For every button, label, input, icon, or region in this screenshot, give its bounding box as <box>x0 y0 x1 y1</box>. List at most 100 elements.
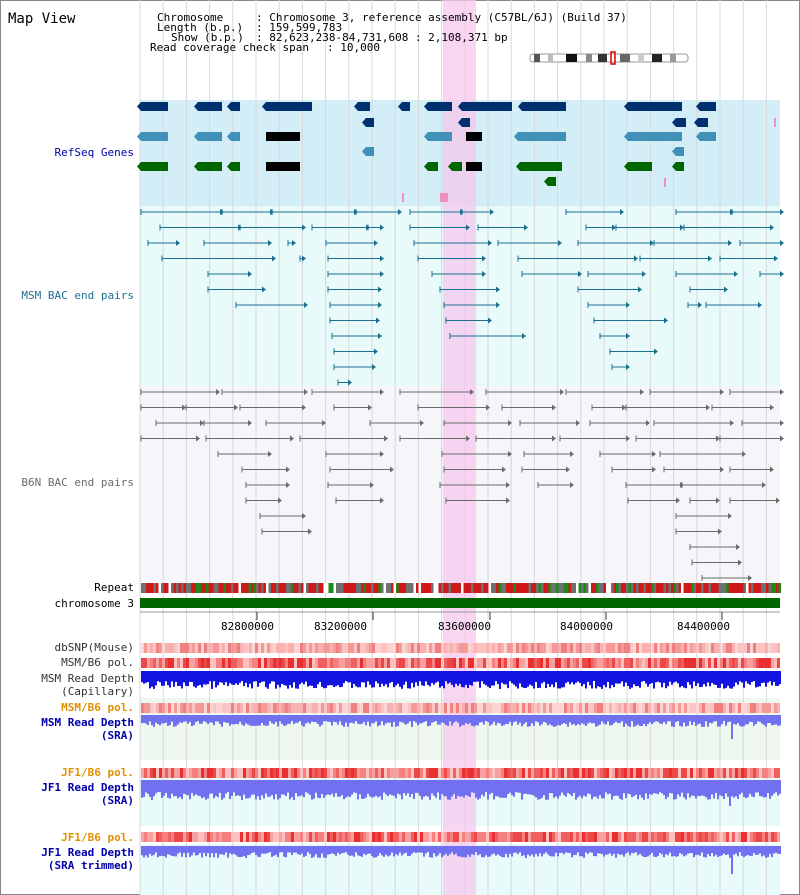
depth-bar <box>639 671 641 688</box>
highlight-region[interactable] <box>443 0 476 895</box>
depth-bar <box>185 846 187 858</box>
repeat-segment <box>173 583 176 593</box>
chromosome-bar[interactable] <box>140 598 780 608</box>
depth-bar <box>569 846 571 853</box>
depth-bar <box>775 671 777 686</box>
refseq-gene-features[interactable] <box>137 102 776 202</box>
depth-bar <box>511 715 513 726</box>
depth-bar <box>761 780 763 797</box>
depth-bar <box>365 671 367 688</box>
repeat-segment <box>361 583 364 593</box>
dbsnp-strip[interactable] <box>141 643 780 653</box>
depth-bar <box>461 780 463 797</box>
depth-bar <box>427 715 429 727</box>
gene-block <box>628 132 682 141</box>
heat-cell <box>429 768 432 778</box>
depth-bar <box>359 780 361 795</box>
heat-cell <box>537 768 540 778</box>
depth-bar <box>157 671 159 682</box>
heat-cell <box>246 832 249 842</box>
depth-bar <box>481 780 483 795</box>
b6n-bac-pairs[interactable] <box>140 389 784 581</box>
depth-bar <box>277 671 279 685</box>
depth-bar <box>401 846 403 856</box>
msm-read-depth-capillary[interactable] <box>141 671 781 689</box>
heat-cell <box>399 832 402 842</box>
gene-block <box>518 132 566 141</box>
jf1-read-depth-trimmed[interactable] <box>141 846 781 874</box>
msm-read-depth-sra[interactable] <box>141 715 781 739</box>
heat-cell <box>765 643 768 653</box>
depth-bar <box>441 671 443 686</box>
heat-cell <box>564 832 567 842</box>
depth-bar <box>253 780 255 795</box>
repeat-track[interactable] <box>141 583 781 593</box>
repeat-segment <box>211 583 214 593</box>
bac-pair-arrow <box>466 435 470 442</box>
gene-block <box>266 102 312 111</box>
depth-bar <box>581 846 583 857</box>
repeat-segment <box>496 583 499 593</box>
repeat-segment <box>296 583 299 593</box>
heat-cell <box>738 703 741 713</box>
chromosome-ideogram[interactable] <box>529 51 689 65</box>
heat-cell <box>330 832 333 842</box>
depth-bar <box>695 671 697 686</box>
heat-cell <box>267 643 270 653</box>
jf1-b6-pol-strip-trimmed[interactable] <box>141 832 780 842</box>
depth-bar <box>493 780 495 800</box>
depth-bar <box>643 671 645 682</box>
repeat-segment <box>583 583 586 593</box>
bac-pair-arrow <box>770 404 774 411</box>
gene-block <box>366 147 374 156</box>
msm-b6-pol-strip[interactable] <box>141 658 780 668</box>
heat-cell <box>156 832 159 842</box>
depth-bar <box>159 715 161 726</box>
depth-bar <box>663 671 665 683</box>
depth-bar <box>655 671 657 683</box>
depth-bar <box>365 846 367 856</box>
depth-bar <box>147 715 149 726</box>
heat-cell <box>225 703 228 713</box>
depth-bar <box>525 671 527 689</box>
depth-bar <box>305 715 307 724</box>
heat-cell <box>600 643 603 653</box>
heat-cell <box>348 832 351 842</box>
depth-bar <box>325 715 327 722</box>
depth-bar <box>395 671 397 686</box>
heat-cell <box>687 703 690 713</box>
depth-bar <box>731 715 733 739</box>
heat-cell <box>360 768 363 778</box>
depth-bar <box>557 846 559 857</box>
jf1-b6-pol-strip[interactable] <box>141 768 780 778</box>
depth-bar <box>481 846 483 858</box>
depth-bar <box>465 846 467 858</box>
repeat-segment <box>743 583 746 593</box>
heat-cell <box>495 768 498 778</box>
depth-bar <box>431 846 433 858</box>
depth-bar <box>541 671 543 684</box>
msm-b6-pol-strip-sra[interactable] <box>141 703 780 713</box>
depth-bar <box>471 846 473 855</box>
depth-bar <box>747 715 749 725</box>
depth-bar <box>259 715 261 726</box>
depth-bar <box>503 715 505 726</box>
heat-cell <box>459 703 462 713</box>
heat-cell <box>474 703 477 713</box>
msm-bac-pairs[interactable] <box>140 209 784 386</box>
bac-pair-arrow <box>496 302 500 308</box>
heat-cell <box>459 832 462 842</box>
jf1-read-depth-sra[interactable] <box>141 780 781 806</box>
depth-bar <box>659 780 661 793</box>
heat-cell <box>375 832 378 842</box>
heat-cell <box>321 658 324 668</box>
heat-cell <box>303 658 306 668</box>
heat-cell <box>675 658 678 668</box>
depth-bar <box>303 715 305 727</box>
repeat-segment <box>736 583 739 593</box>
heat-cell <box>315 768 318 778</box>
bac-pair-arrow <box>302 224 306 231</box>
depth-bar <box>341 780 343 796</box>
depth-bar <box>345 780 347 798</box>
heat-cell <box>348 658 351 668</box>
